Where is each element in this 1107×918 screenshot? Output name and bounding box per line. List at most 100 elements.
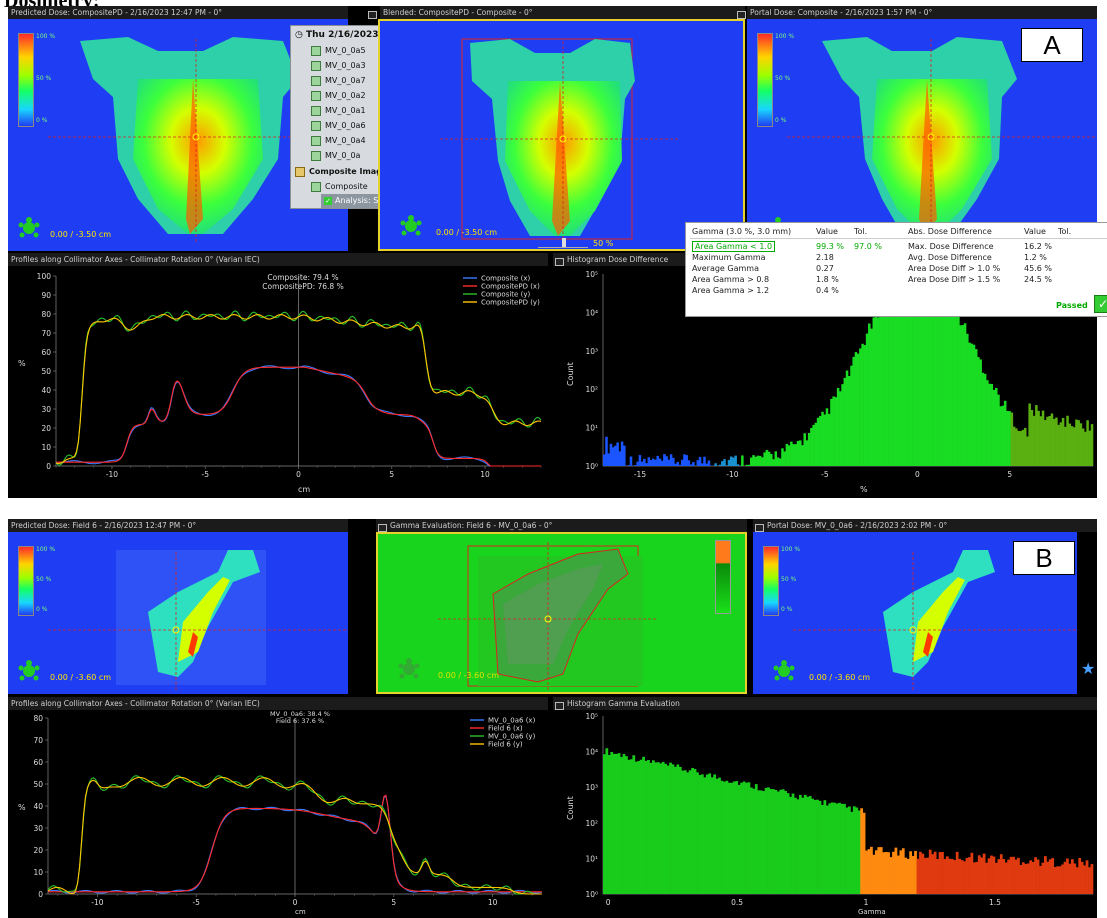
histogram-bar	[821, 804, 824, 894]
maximize-button[interactable]	[737, 11, 746, 19]
histogram-bar	[966, 333, 969, 466]
histogram-bar	[909, 851, 912, 894]
histogram-bar	[879, 847, 883, 894]
maximize-button[interactable]	[368, 11, 377, 19]
histogram-bar	[647, 457, 651, 466]
predicted-dose-title: Predicted Dose: Field 6 - 2/16/2023 12:4…	[8, 519, 348, 532]
histogram-bar	[1023, 427, 1027, 466]
histogram-chart: Count % 10⁵ 10⁴ 10³ 10² 10¹ 10⁰ -15 -10 -5 0 5	[566, 270, 1094, 494]
tree-item[interactable]: MV_0_0a3	[311, 59, 366, 73]
x-tick-label: 0.5	[731, 898, 743, 907]
histogram-bar	[975, 861, 979, 894]
tree-group[interactable]: Composite Images	[295, 165, 392, 179]
star-icon[interactable]: ★	[1081, 659, 1096, 678]
gamma-evaluation-view[interactable]: Gamma Evaluation: Field 6 - MV_0_0a6 - 0…	[376, 519, 747, 694]
histogram-bar	[1086, 420, 1089, 466]
histogram-bar	[828, 803, 832, 894]
histogram-bar	[874, 850, 878, 894]
histogram-bar	[678, 766, 682, 894]
maximize-button[interactable]	[555, 258, 564, 266]
histogram-bar	[832, 396, 835, 466]
maximize-button[interactable]	[755, 524, 764, 532]
histogram-bar	[968, 342, 971, 466]
histogram-bar	[678, 464, 682, 466]
histogram-bar	[1008, 411, 1011, 466]
histogram-bar	[721, 461, 724, 466]
histogram-bar	[732, 457, 735, 466]
y-tick-label: 10⁴	[585, 308, 598, 317]
x-tick-label: -10	[106, 470, 118, 479]
histogram-bar	[997, 859, 1001, 894]
field-image-icon	[311, 120, 321, 131]
predicted-dose-view-b[interactable]: Predicted Dose: Field 6 - 2/16/2023 12:4…	[8, 519, 348, 694]
portal-dose-view-b[interactable]: Portal Dose: MV_0_0a6 - 2/16/2023 2:02 P…	[753, 519, 1097, 694]
tree-item[interactable]: MV_0_0a	[311, 149, 360, 163]
profile-plot-b[interactable]: Profiles along Collimator Axes - Collima…	[8, 697, 548, 918]
position-readout: 0.00 / -3.50 cm	[436, 228, 498, 237]
y-tick-label: 50	[41, 367, 51, 376]
tree-item[interactable]: MV_0_0a2	[311, 89, 366, 103]
histogram-a[interactable]: Histogram Dose Difference Count % 10⁵ 10⁴…	[553, 253, 1097, 498]
histogram-bar	[843, 377, 847, 466]
histogram-bar	[730, 782, 734, 894]
predicted-dose-title: Predicted Dose: CompositePD - 2/16/2023 …	[8, 6, 348, 19]
y-tick-label: 10	[33, 868, 43, 877]
histogram-bar	[1003, 400, 1007, 466]
histogram-bar	[618, 451, 622, 466]
histogram-bar	[1046, 416, 1049, 466]
tree-item[interactable]: MV_0_0a4	[311, 134, 366, 148]
histogram-bar	[617, 753, 621, 894]
histogram-bar	[943, 858, 947, 894]
histogram-bar	[752, 788, 756, 894]
tree-item[interactable]: MV_0_0a1	[311, 104, 366, 118]
histogram-bar	[879, 314, 882, 466]
histogram-bar	[778, 458, 782, 466]
blend-slider-handle[interactable]	[562, 238, 566, 247]
blend-slider[interactable]	[538, 238, 588, 248]
histogram-bar	[787, 445, 791, 466]
histogram-bar	[963, 861, 966, 894]
histogram-bar	[950, 308, 953, 466]
histogram-bar	[742, 781, 746, 894]
histogram-b[interactable]: Histogram Gamma Evaluation Count Gamma 1…	[553, 697, 1097, 918]
profile-plot-a[interactable]: Profiles along Collimator Axes - Collima…	[8, 253, 548, 498]
histogram-bar	[833, 802, 837, 894]
histogram-bar	[963, 323, 967, 466]
histogram-bar	[1070, 426, 1074, 466]
histogram-bar	[789, 796, 792, 894]
profile-series-line	[48, 794, 542, 893]
histogram-bar	[761, 457, 764, 466]
tree-date[interactable]: Thu 2/16/2023 13:57	[306, 30, 411, 40]
histogram-bar	[990, 855, 993, 894]
maximize-button[interactable]	[378, 524, 387, 532]
histogram-bar	[876, 317, 880, 466]
histogram-bar	[888, 298, 891, 466]
histogram-bar	[1014, 859, 1018, 894]
gamma-row-label[interactable]: Area Gamma < 1.0	[692, 241, 776, 252]
histogram-bar	[872, 317, 876, 466]
field-image-icon	[311, 135, 321, 146]
histogram-bar	[943, 288, 947, 466]
histogram-bar	[937, 279, 940, 466]
histogram-bar	[796, 440, 800, 466]
tree-item[interactable]: MV_0_0a5	[311, 44, 366, 58]
position-readout: 0.00 / -3.50 cm	[50, 230, 112, 239]
histogram-bar	[674, 463, 677, 466]
tree-item[interactable]: MV_0_0a7	[311, 74, 366, 88]
histogram-ylabel: Count	[566, 362, 575, 386]
histogram-bar	[859, 348, 862, 466]
histogram-bar	[883, 302, 887, 466]
portal-dose-view[interactable]: Portal Dose: Composite - 2/16/2023 1:57 …	[737, 6, 1097, 251]
clock-icon: ◷	[295, 30, 306, 40]
dose-colorbar	[18, 33, 34, 127]
histogram-bar	[897, 283, 900, 466]
histogram-bar	[732, 781, 736, 894]
blended-view[interactable]: Blended: CompositePD - Composite - 0° 0.…	[368, 6, 745, 251]
tree-item-composite[interactable]: Composite	[311, 180, 368, 194]
histogram-bar	[986, 380, 989, 466]
tree-item[interactable]: MV_0_0a6	[311, 119, 366, 133]
y-tick-label: 100	[37, 272, 52, 281]
histogram-bar	[713, 774, 716, 894]
histogram-bar	[827, 413, 831, 466]
maximize-button[interactable]	[555, 702, 564, 710]
